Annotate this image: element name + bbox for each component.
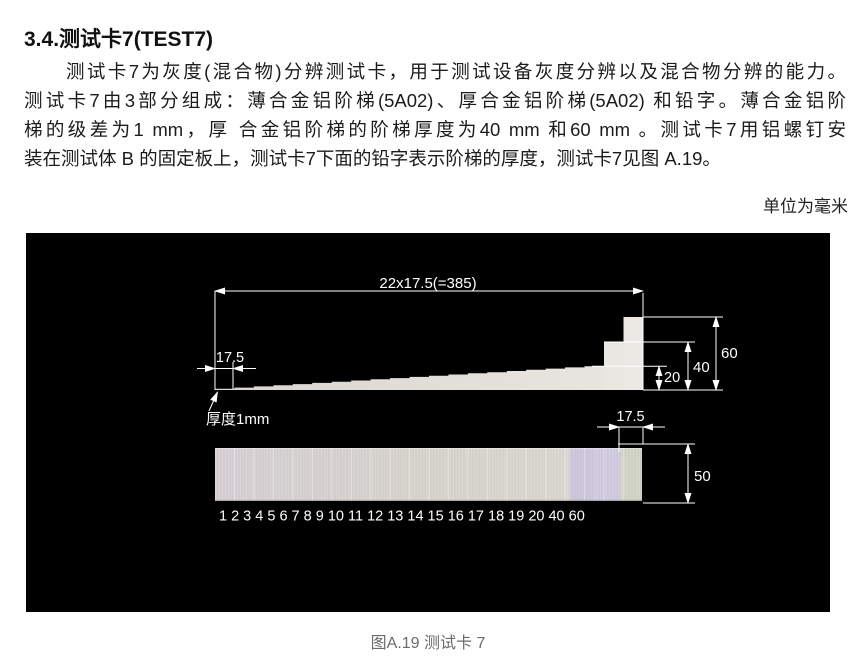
figure-background (26, 233, 830, 612)
strip-step-boundaries (215, 448, 642, 501)
section-heading: 3.4.测试卡7(TEST7) (24, 28, 214, 52)
paragraph-line: 测试卡7为灰度(混合物)分辨测试卡，用于测试设备灰度分辨以及混合物分辨的能力。 (66, 61, 846, 82)
units-note: 单位为毫米 (763, 197, 848, 216)
strip-top-highlight (215, 448, 642, 450)
side-view-dimensions: 22x17.5(=385) 17.5 厚度1mm 20 40 60 (197, 275, 738, 428)
thickness-note-label: 厚度1mm (206, 411, 269, 428)
step-60-face (623, 317, 643, 390)
paragraph-line: 梯的级差为1 mm，厚 合金铝阶梯的阶梯厚度为40 mm 和60 mm 。测试卡… (24, 119, 846, 140)
paragraph-line: 测试卡7由3部分组成：薄合金铝阶梯(5A02)、厚合金铝阶梯(5A02) 和铅字… (24, 90, 846, 111)
top-view-dimensions: 17.5 50 (597, 409, 711, 504)
body-paragraph: 测试卡7为灰度(混合物)分辨测试卡，用于测试设备灰度分辨以及混合物分辨的能力。 … (24, 57, 846, 173)
leader-arrow (208, 391, 218, 412)
step-thickness-labels: 1 2 3 4 5 6 7 8 9 10 11 12 13 14 15 16 1… (219, 509, 585, 525)
dim-label-20: 20 (664, 370, 680, 386)
dim-label-60: 60 (721, 345, 738, 362)
step-wedge-profile (215, 317, 643, 390)
top-view-strip-photo (215, 448, 642, 501)
test-card-figure: 22x17.5(=385) 17.5 厚度1mm 20 40 60 (26, 233, 830, 612)
paragraph-line: 装在测试体 B 的固定板上，测试卡7下面的铅字表示阶梯的厚度，测试卡7见图 A.… (24, 148, 721, 169)
dim-label-total-width: 22x17.5(=385) (379, 275, 476, 292)
dim-label-first-step-width: 17.5 (216, 350, 244, 366)
strip-bottom-shade (215, 499, 642, 501)
dim-label-last-step-width: 17.5 (616, 409, 644, 425)
figure-caption: 图A.19 测试卡 7 (370, 635, 486, 652)
dim-label-50: 50 (694, 468, 711, 485)
figure-panel: 22x17.5(=385) 17.5 厚度1mm 20 40 60 (26, 233, 830, 612)
dim-label-40: 40 (693, 359, 710, 376)
